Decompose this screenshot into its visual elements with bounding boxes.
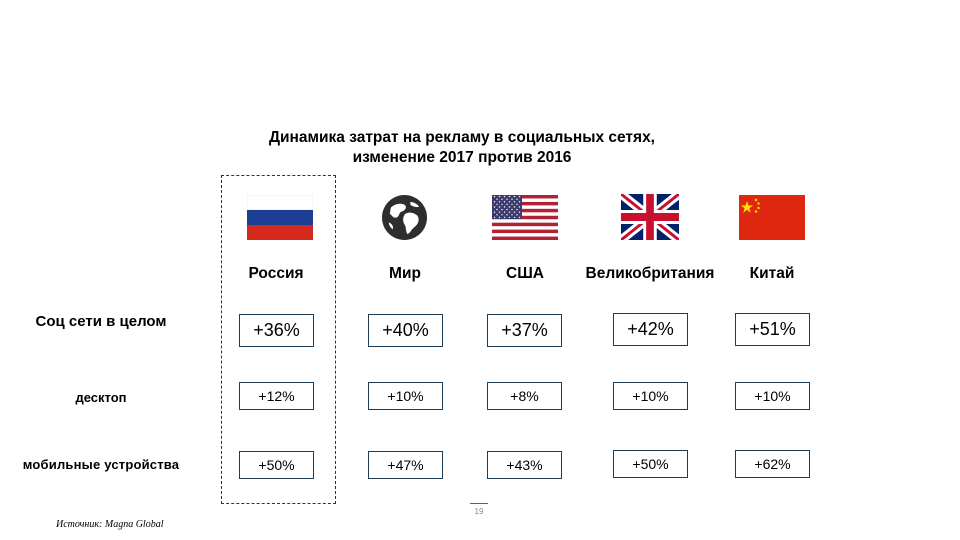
page-number: 19 — [470, 503, 488, 516]
row-label-desktop: десктоп — [75, 390, 127, 405]
value-cell: +10% — [735, 382, 810, 410]
value-cell: +43% — [487, 451, 562, 479]
chart-title-line-2: изменение 2017 против 2016 — [352, 149, 572, 166]
value-cell: +42% — [613, 313, 688, 346]
value-cell: +51% — [735, 313, 810, 346]
value-cell: +37% — [487, 314, 562, 347]
country-label-usa: США — [506, 265, 544, 282]
globe-icon — [381, 194, 428, 241]
value-cell: +8% — [487, 382, 562, 410]
chart-title: Динамика затрат на рекламу в социальных … — [240, 128, 684, 168]
value-cell: +40% — [368, 314, 443, 347]
value-cell: +50% — [239, 451, 314, 479]
value-cell: +12% — [239, 382, 314, 410]
country-label-world: Мир — [389, 265, 421, 282]
row-label-social-total: Соц сети в целом — [35, 313, 167, 330]
china-flag-icon — [739, 195, 805, 240]
russia-flag-icon — [247, 195, 313, 240]
value-cell: +36% — [239, 314, 314, 347]
country-label-russia: Россия — [248, 265, 304, 282]
uk-flag-icon — [621, 194, 679, 240]
value-cell: +10% — [613, 382, 688, 410]
chart-title-line-1: Динамика затрат на рекламу в социальных … — [268, 129, 655, 146]
country-label-uk: Великобритания — [585, 265, 715, 282]
value-cell: +47% — [368, 451, 443, 479]
usa-flag-icon — [492, 195, 558, 240]
value-cell: +50% — [613, 450, 688, 478]
row-label-mobile: мобильные устройства — [22, 457, 180, 472]
country-label-china: Китай — [749, 265, 795, 282]
value-cell: +62% — [735, 450, 810, 478]
russia-highlight-frame — [221, 175, 336, 504]
source-note: Источник: Magna Global — [56, 519, 164, 530]
value-cell: +10% — [368, 382, 443, 410]
